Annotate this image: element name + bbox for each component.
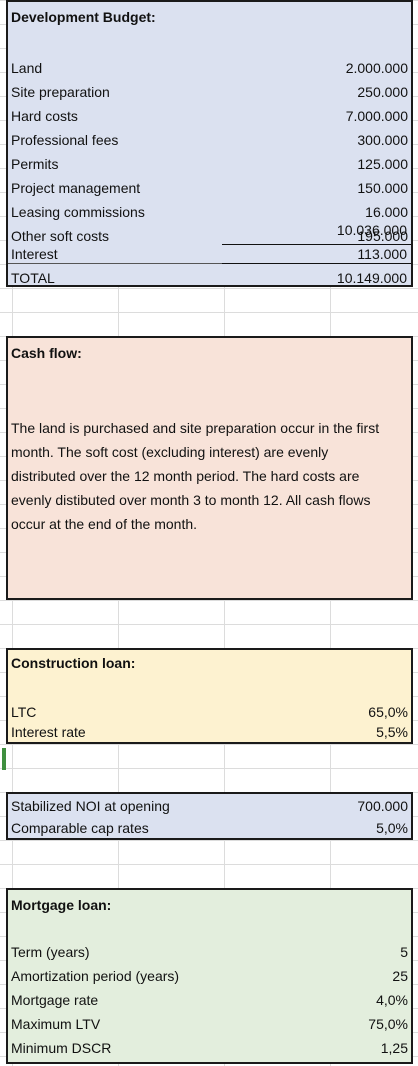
budget-value-permits[interactable]: 125.000: [357, 156, 408, 172]
mortgage-loan-header: Mortgage loan:: [11, 897, 112, 913]
interest-value[interactable]: 113.000: [357, 246, 407, 262]
budget-value-other-soft-costs[interactable]: 195.000: [357, 228, 408, 244]
construction-loan-section: Construction loan: LTC 65,0% Interest ra…: [6, 648, 413, 744]
subtotal-rule: [222, 244, 411, 245]
cash-flow-header: Cash flow:: [11, 345, 82, 361]
budget-value-hard-costs[interactable]: 7.000.000: [345, 108, 408, 124]
cap-rates-value[interactable]: 5,0%: [376, 820, 408, 836]
mortgage-rate-value[interactable]: 4,0%: [376, 992, 408, 1008]
term-value[interactable]: 5: [400, 944, 408, 960]
cap-rates-label[interactable]: Comparable cap rates: [11, 820, 149, 836]
budget-header: Development Budget:: [11, 9, 156, 25]
ltc-label[interactable]: LTC: [11, 704, 37, 720]
budget-label-hard-costs[interactable]: Hard costs: [11, 108, 78, 124]
total-label[interactable]: TOTAL: [11, 270, 55, 286]
total-value[interactable]: 10.149.000: [336, 270, 407, 286]
budget-label-professional-fees[interactable]: Professional fees: [11, 132, 119, 148]
budget-value-site-preparation[interactable]: 250.000: [357, 84, 408, 100]
ltc-value[interactable]: 65,0%: [368, 704, 408, 720]
mortgage-rate-label[interactable]: Mortgage rate: [11, 992, 99, 1008]
total-rule: [222, 263, 411, 264]
max-ltv-value[interactable]: 75,0%: [368, 1016, 408, 1032]
selected-cell-marker: [2, 748, 6, 770]
budget-value-land[interactable]: 2.000.000: [345, 60, 408, 76]
term-label[interactable]: Term (years): [11, 944, 90, 960]
budget-label-land[interactable]: Land: [11, 60, 43, 76]
interest-rate-value[interactable]: 5,5%: [376, 724, 408, 740]
stabilized-noi-label[interactable]: Stabilized NOI at opening: [11, 798, 170, 814]
budget-value-project-management[interactable]: 150.000: [357, 180, 408, 196]
cash-flow-section: Cash flow: The land is purchased and sit…: [6, 336, 413, 600]
interest-label[interactable]: Interest: [11, 246, 58, 262]
budget-label-leasing-commissions[interactable]: Leasing commissions: [11, 204, 145, 220]
budget-subtotal[interactable]: 10.036.000: [336, 222, 407, 238]
min-dscr-value[interactable]: 1,25: [380, 1040, 408, 1056]
budget-value-professional-fees[interactable]: 300.000: [357, 132, 408, 148]
total-row-rule: [8, 263, 222, 264]
budget-label-project-management[interactable]: Project management: [11, 180, 141, 196]
stabilized-noi-value[interactable]: 700.000: [357, 798, 408, 814]
budget-label-permits[interactable]: Permits: [11, 156, 59, 172]
cash-flow-description[interactable]: The land is purchased and site preparati…: [11, 420, 380, 532]
construction-loan-header: Construction loan:: [11, 655, 136, 671]
stabilized-noi-section: Stabilized NOI at opening 700.000 Compar…: [6, 792, 413, 840]
mortgage-loan-section: Mortgage loan: Term (years) 5 Amortizati…: [6, 888, 413, 1064]
amortization-label[interactable]: Amortization period (years): [11, 968, 180, 984]
amortization-value[interactable]: 25: [392, 968, 408, 984]
budget-label-other-soft-costs[interactable]: Other soft costs: [11, 228, 110, 244]
development-budget-section: Development Budget: Land 2.000.000 Site …: [6, 0, 413, 287]
budget-label-site-preparation[interactable]: Site preparation: [11, 84, 110, 100]
interest-rate-label[interactable]: Interest rate: [11, 724, 86, 740]
min-dscr-label[interactable]: Minimum DSCR: [11, 1040, 112, 1056]
budget-value-leasing-commissions[interactable]: 16.000: [365, 204, 408, 220]
max-ltv-label[interactable]: Maximum LTV: [11, 1016, 101, 1032]
